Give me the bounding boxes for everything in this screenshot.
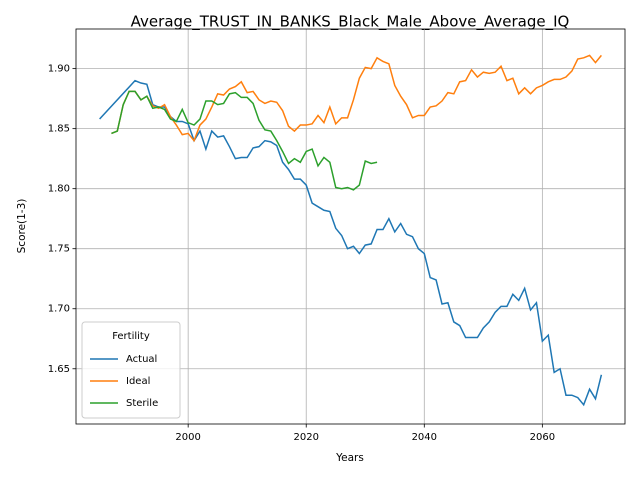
legend-title: Fertility bbox=[112, 331, 150, 342]
x-tick-label: 2000 bbox=[175, 432, 200, 443]
y-tick-label: 1.85 bbox=[48, 124, 70, 135]
line-series bbox=[111, 54, 602, 143]
x-axis-label: Years bbox=[335, 452, 364, 464]
plot-frame bbox=[75, 28, 626, 425]
legend-box bbox=[81, 321, 181, 419]
line-series bbox=[99, 79, 603, 407]
y-tick-label: 1.80 bbox=[48, 184, 70, 195]
x-tick-label: 2060 bbox=[530, 432, 555, 443]
y-tick-label: 1.70 bbox=[48, 304, 70, 315]
y-tick-label: 1.90 bbox=[48, 64, 70, 75]
x-tick-label: 2020 bbox=[293, 432, 318, 443]
x-tick-label: 2040 bbox=[412, 432, 437, 443]
y-tick-label: 1.75 bbox=[48, 244, 70, 255]
legend-label: Ideal bbox=[126, 376, 150, 387]
y-axis-label: Score(1-3) bbox=[16, 199, 28, 254]
legend: Fertility Actual Ideal Sterile bbox=[81, 321, 181, 419]
y-tick-label: 1.65 bbox=[48, 364, 70, 375]
legend-label: Actual bbox=[126, 354, 157, 365]
legend-label: Sterile bbox=[126, 398, 158, 409]
line-series bbox=[111, 90, 378, 191]
chart-title: Average_TRUST_IN_BANKS_Black_Male_Above_… bbox=[131, 13, 570, 32]
